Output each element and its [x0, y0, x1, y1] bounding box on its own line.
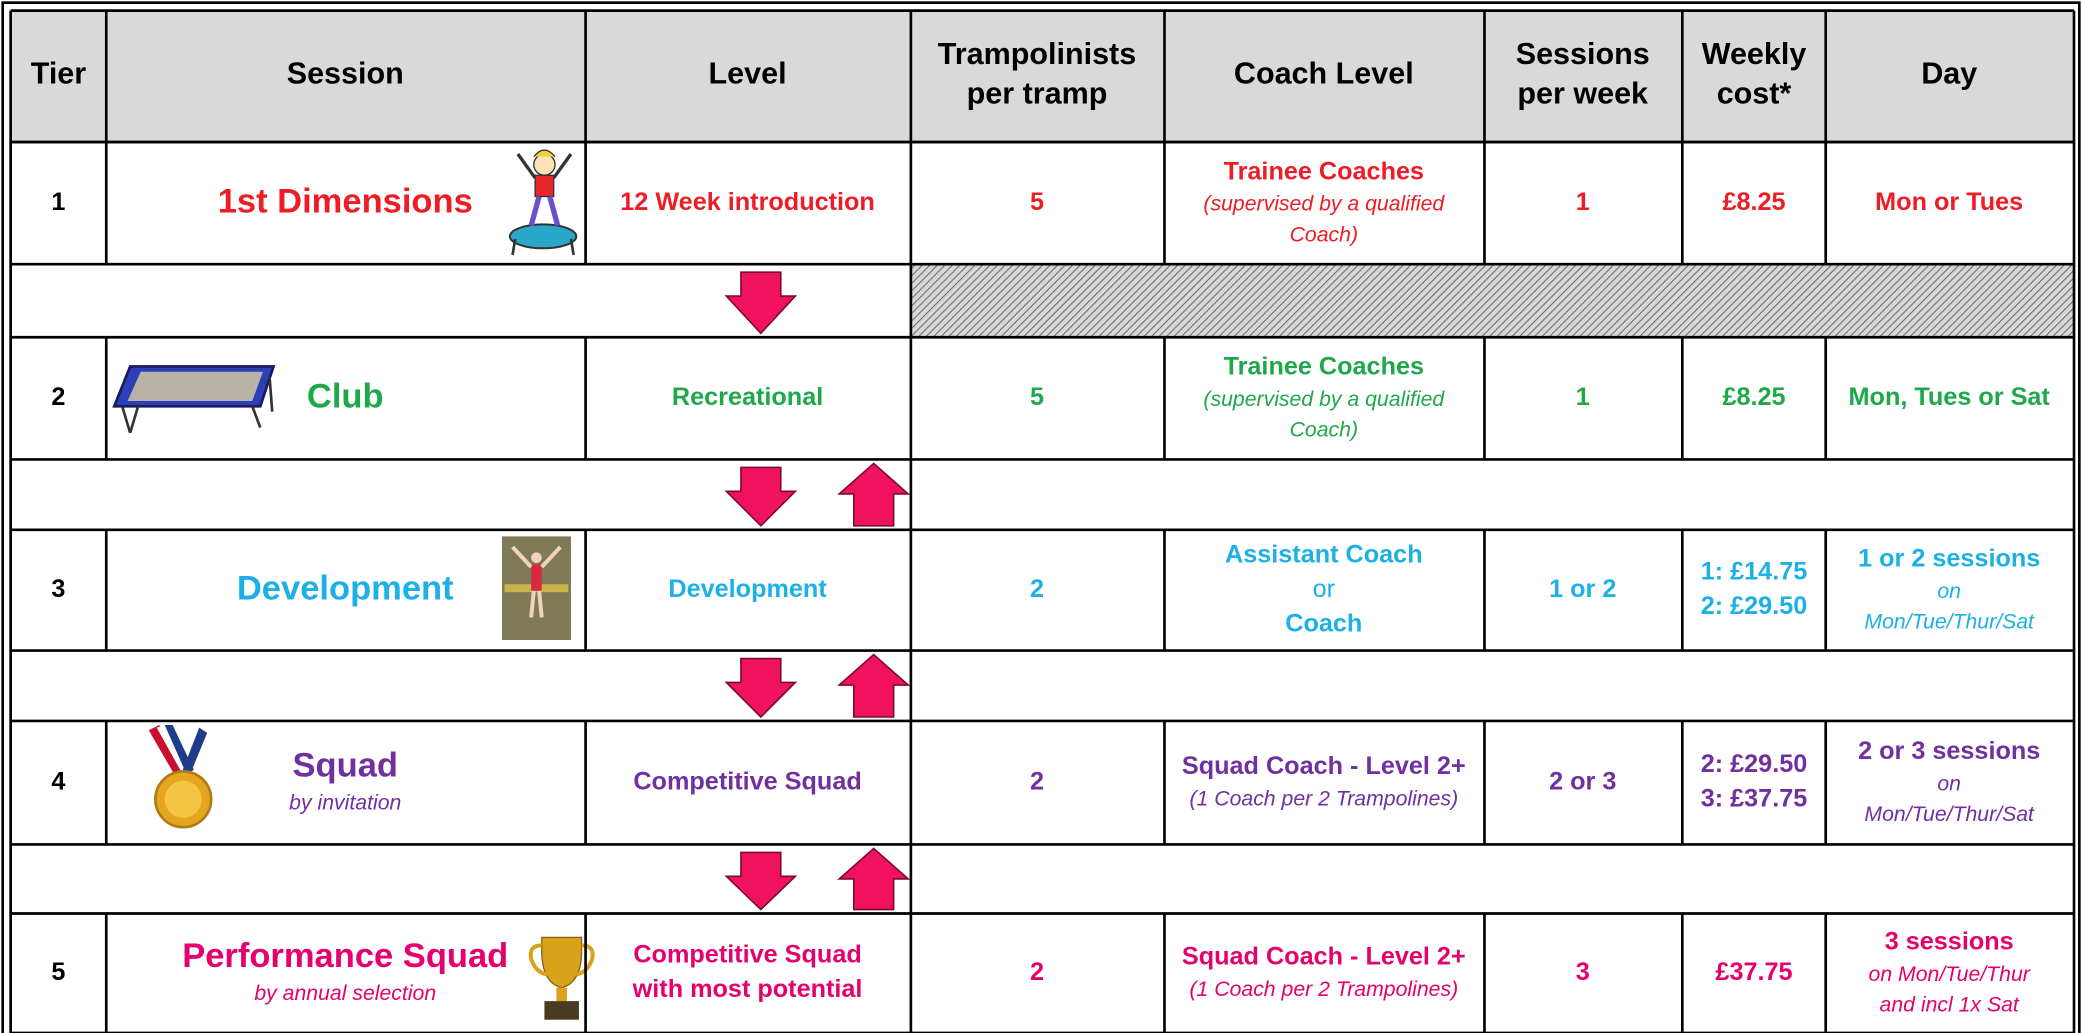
cell-text: (1 Coach per 2 Trampolines)	[1189, 977, 1458, 1001]
cell-text: Competitive Squad	[633, 767, 861, 795]
cell-text: (supervised by a qualified	[1203, 192, 1445, 216]
cell-text: Recreational	[672, 383, 823, 411]
tier-number: 1	[51, 188, 65, 216]
header-bg	[10, 10, 2075, 143]
cell-text: Assistant Coach	[1225, 540, 1423, 568]
cell-text: and incl 1x Sat	[1880, 992, 2020, 1016]
cell-text: 3 sessions	[1885, 927, 2014, 955]
icon-trampoline	[112, 365, 276, 434]
cell-text: or	[1313, 575, 1335, 603]
arrows	[724, 271, 911, 911]
cell-text: 2	[1030, 958, 1044, 986]
icon-trampolinist	[508, 149, 578, 256]
hatched-cell	[910, 264, 2074, 338]
cell-text: Coach	[1285, 609, 1362, 637]
cell-text: 1	[1576, 383, 1590, 411]
column-header: Coach Level	[1234, 57, 1414, 91]
column-header: Day	[1921, 57, 1977, 91]
column-header: per week	[1517, 77, 1648, 111]
cell-text: Squad	[293, 747, 398, 785]
cell-text: Mon or Tues	[1875, 188, 2023, 216]
cell-text: on Mon/Tue/Thur	[1869, 962, 2031, 986]
cell-text: Development	[237, 569, 454, 607]
cell-text: Performance Squad	[182, 937, 508, 975]
cell-text: Competitive Squad	[633, 941, 861, 969]
icon-photo	[501, 536, 571, 640]
tier-number: 3	[51, 575, 65, 603]
cell-text: Squad Coach - Level 2+	[1182, 943, 1466, 971]
arrow-down	[724, 466, 798, 527]
cell-text: Mon, Tues or Sat	[1849, 383, 2051, 411]
cell-text: by invitation	[289, 791, 401, 815]
cell-text: Coach)	[1290, 417, 1358, 441]
cell-text: 1 or 2	[1549, 575, 1616, 603]
texts: Tier Session Level Trampolinists per tramp Co…	[31, 37, 2051, 1017]
cell-text: Mon/Tue/Thur/Sat	[1864, 802, 2035, 826]
cell-text: with most potential	[632, 975, 863, 1003]
tier-number: 4	[51, 767, 65, 795]
cell-text: 1 or 2 sessions	[1858, 544, 2040, 572]
icons	[112, 149, 595, 1020]
cell-text: Coach)	[1290, 222, 1358, 246]
cell-text: 2	[1030, 767, 1044, 795]
cell-text: £8.25	[1722, 383, 1785, 411]
cell-text: £8.25	[1722, 188, 1785, 216]
cell-text: 2: £29.50	[1701, 592, 1808, 620]
cell-text: £37.75	[1715, 958, 1792, 986]
cell-text: 2: £29.50	[1701, 750, 1808, 778]
cell-text: Mon/Tue/Thur/Sat	[1864, 609, 2035, 633]
icon-medal	[148, 724, 213, 829]
cell-text: 12 Week introduction	[620, 188, 875, 216]
cell-text: 1	[1576, 188, 1590, 216]
tier-number: 5	[51, 958, 65, 986]
cell-text: 2	[1030, 575, 1044, 603]
cell-text: 1: £14.75	[1701, 558, 1808, 586]
cell-text: 3	[1576, 958, 1590, 986]
cell-text: Trainee Coaches	[1224, 157, 1424, 185]
cell-text: Development	[668, 575, 827, 603]
cell-text: 2 or 3	[1549, 767, 1616, 795]
cell-text: by annual selection	[254, 981, 436, 1005]
cell-text: (1 Coach per 2 Trampolines)	[1189, 787, 1458, 811]
icon-trophy	[528, 936, 595, 1020]
column-header: Session	[287, 57, 404, 91]
arrow-up	[837, 462, 911, 527]
column-header: cost*	[1717, 77, 1792, 111]
arrow-down	[724, 657, 798, 719]
arrow-up	[837, 653, 911, 718]
column-header: Tier	[31, 57, 87, 91]
cell-text: Trainee Coaches	[1224, 352, 1424, 380]
cell-text: Club	[307, 377, 384, 415]
tier-number: 2	[51, 383, 65, 411]
cell-text: on	[1937, 579, 1961, 603]
arrow-down	[724, 271, 798, 335]
column-header: Sessions	[1516, 37, 1650, 71]
cell-text: 5	[1030, 188, 1044, 216]
column-header: Weekly	[1702, 37, 1807, 71]
column-header: Level	[709, 57, 787, 91]
cell-text: 5	[1030, 383, 1044, 411]
cell-text: 1st Dimensions	[218, 182, 473, 220]
cell-text: (supervised by a qualified	[1203, 387, 1445, 411]
arrow-down	[724, 851, 798, 911]
cell-text: 3: £37.75	[1701, 785, 1808, 813]
column-header: Trampolinists	[938, 37, 1136, 71]
cell-text: on	[1937, 771, 1961, 795]
column-header: per tramp	[967, 77, 1108, 111]
arrow-up	[837, 847, 911, 911]
cell-text: 2 or 3 sessions	[1858, 737, 2040, 765]
cell-text: Squad Coach - Level 2+	[1182, 752, 1466, 780]
